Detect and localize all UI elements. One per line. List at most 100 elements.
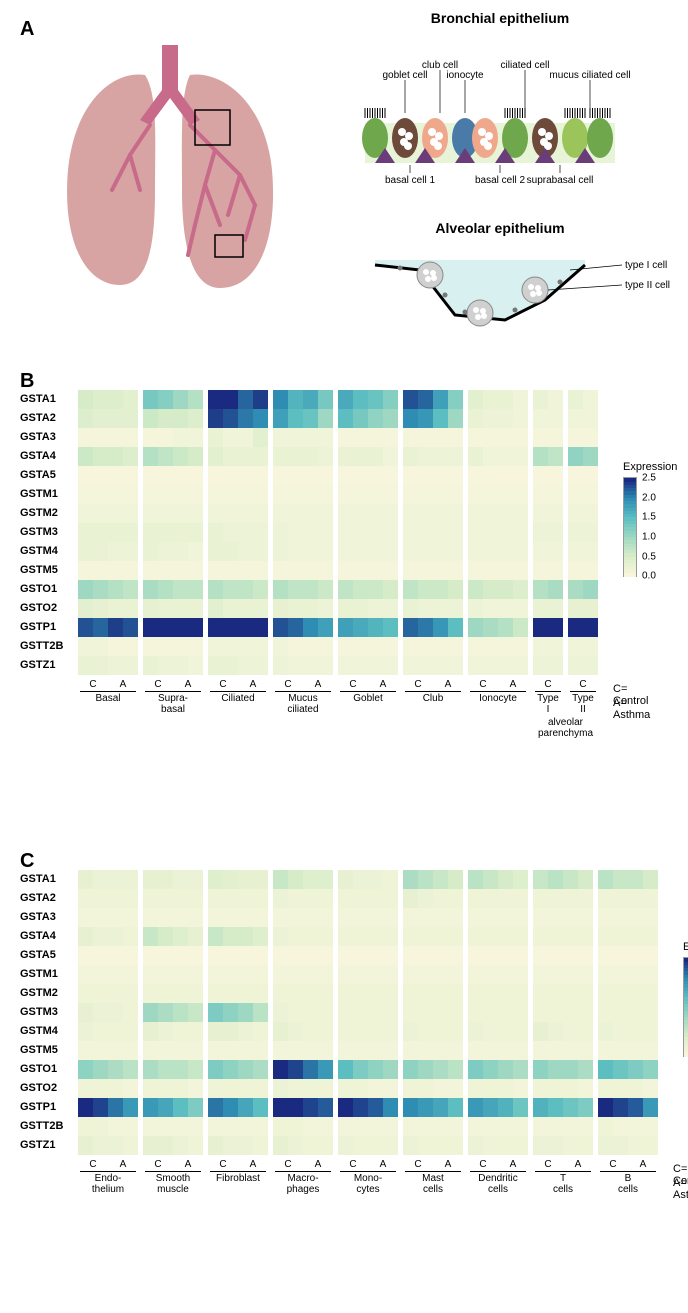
heatmap-cell (548, 504, 563, 523)
heatmap-cell (273, 1022, 288, 1041)
heatmap-cell (383, 428, 398, 447)
heatmap-cell (353, 599, 368, 618)
heatmap-cell (468, 561, 483, 580)
col-sublabel: A (303, 1159, 333, 1170)
heatmap-cell (483, 599, 498, 618)
col-sublabel: C (338, 679, 368, 690)
heatmap-cell (93, 1041, 108, 1060)
heatmap-cell (253, 390, 268, 409)
heatmap-cell (188, 1098, 203, 1117)
heatmap-cell (353, 485, 368, 504)
col-sublabel: C (78, 1159, 108, 1170)
heatmap-cell (93, 409, 108, 428)
heatmap-cell (143, 504, 158, 523)
heatmap-cell (288, 466, 303, 485)
heatmap-cell (628, 1098, 643, 1117)
heatmap-cell (353, 908, 368, 927)
heatmap-cell (108, 599, 123, 618)
heatmap-cell (468, 908, 483, 927)
heatmap-cell (188, 908, 203, 927)
heatmap-cell (78, 870, 93, 889)
heatmap-cell (208, 485, 223, 504)
heatmap-cell (403, 908, 418, 927)
heatmap-cell (108, 561, 123, 580)
heatmap-cell (498, 580, 513, 599)
heatmap-cell (483, 409, 498, 428)
heatmap-cell (143, 485, 158, 504)
heatmap-cell (433, 984, 448, 1003)
col-sublabel: A (173, 1159, 203, 1170)
heatmap-cell (123, 1060, 138, 1079)
heatmap-cell (498, 946, 513, 965)
heatmap-cell (303, 466, 318, 485)
col-sublabel: A (368, 1159, 398, 1170)
heatmap-cell (273, 656, 288, 675)
heatmap-cell (613, 965, 628, 984)
heatmap-cell (338, 1022, 353, 1041)
heatmap-cell (78, 542, 93, 561)
heatmap-cell (318, 542, 333, 561)
heatmap-cell (303, 504, 318, 523)
heatmap-cell (433, 927, 448, 946)
heatmap-cell (498, 1079, 513, 1098)
heatmap-cell (108, 1136, 123, 1155)
heatmap-cell (253, 1098, 268, 1117)
col-sublabel: C (143, 679, 173, 690)
legend-tick: 0.5 (642, 551, 656, 562)
col-underline (275, 691, 331, 692)
heatmap-cell (513, 1041, 528, 1060)
heatmap-cell (338, 466, 353, 485)
heatmap-cell (568, 542, 583, 561)
heatmap-cell (353, 618, 368, 637)
heatmap-cell (533, 618, 548, 637)
heatmap-cell (418, 485, 433, 504)
heatmap-cell (613, 1079, 628, 1098)
heatmap-cell (288, 965, 303, 984)
heatmap-cell (273, 1136, 288, 1155)
heatmap-cell (173, 447, 188, 466)
heatmap-cell (468, 1022, 483, 1041)
heatmap-cell (318, 1136, 333, 1155)
heatmap-cell (93, 637, 108, 656)
heatmap-cell (93, 1079, 108, 1098)
heatmap-cell (433, 1079, 448, 1098)
heatmap-cell (288, 1060, 303, 1079)
heatmap-cell (433, 542, 448, 561)
heatmap-cell (498, 984, 513, 1003)
heatmap-cell (93, 485, 108, 504)
svg-text:mucus ciliated cell: mucus ciliated cell (549, 70, 630, 81)
heatmap-cell (158, 618, 173, 637)
heatmap-cell (338, 946, 353, 965)
heatmap-cell (353, 656, 368, 675)
col-sublabel: A (628, 1159, 658, 1170)
heatmap-cell (108, 984, 123, 1003)
heatmap-cell (123, 599, 138, 618)
heatmap-cell (368, 580, 383, 599)
heatmap-cell (433, 409, 448, 428)
heatmap-cell (353, 1060, 368, 1079)
heatmap-cell (318, 561, 333, 580)
heatmap-cell (498, 1117, 513, 1136)
heatmap-cell (483, 889, 498, 908)
heatmap-cell (548, 1060, 563, 1079)
heatmap-cell (468, 428, 483, 447)
heatmap-cell (483, 1060, 498, 1079)
heatmap-cell (418, 466, 433, 485)
heatmap-cell (223, 927, 238, 946)
heatmap-cell (513, 428, 528, 447)
heatmap-cell (418, 908, 433, 927)
heatmap-cell (498, 618, 513, 637)
heatmap-cell (568, 504, 583, 523)
heatmap-cell (498, 889, 513, 908)
heatmap-cell (403, 656, 418, 675)
col-sublabel: A (563, 1159, 593, 1170)
heatmap-cell (418, 946, 433, 965)
heatmap-cell (158, 1117, 173, 1136)
svg-text:suprabasal cell: suprabasal cell (527, 175, 594, 186)
heatmap-cell (628, 1060, 643, 1079)
heatmap-cell (513, 618, 528, 637)
gene-label: GSTM2 (20, 507, 74, 519)
col-underline (210, 691, 266, 692)
heatmap-cell (483, 1136, 498, 1155)
heatmap-cell (253, 908, 268, 927)
